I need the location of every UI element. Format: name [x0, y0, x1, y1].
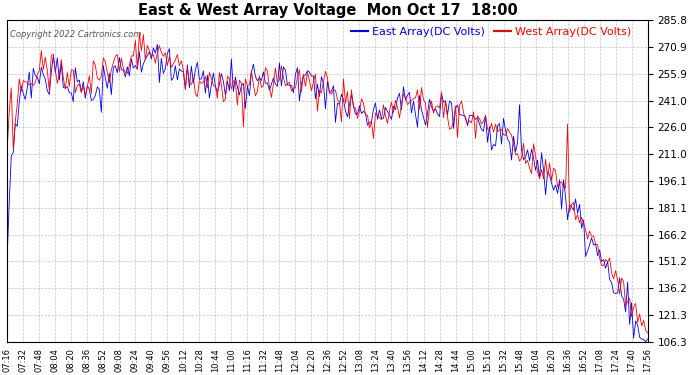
Legend: East Array(DC Volts), West Array(DC Volts): East Array(DC Volts), West Array(DC Volt…: [346, 22, 635, 42]
Text: Copyright 2022 Cartronics.com: Copyright 2022 Cartronics.com: [10, 30, 142, 39]
Title: East & West Array Voltage  Mon Oct 17  18:00: East & West Array Voltage Mon Oct 17 18:…: [137, 3, 518, 18]
